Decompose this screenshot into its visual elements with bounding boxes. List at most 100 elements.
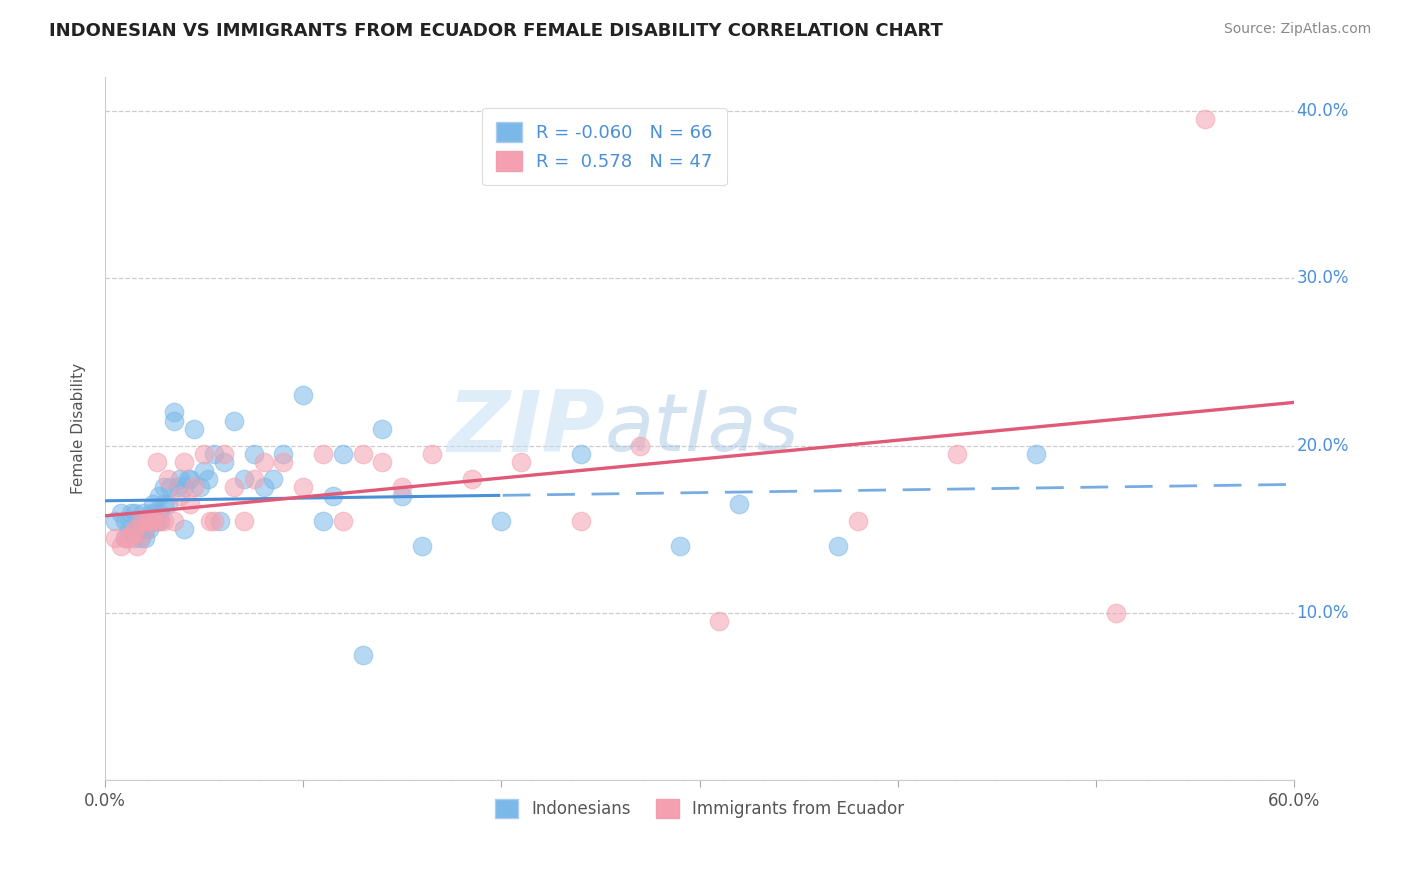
- Point: [628, 439, 651, 453]
- Point: [188, 480, 211, 494]
- Point: [153, 480, 176, 494]
- Point: [273, 447, 295, 461]
- Point: [709, 615, 731, 629]
- Point: [138, 514, 160, 528]
- Point: [169, 472, 191, 486]
- Point: [946, 447, 969, 461]
- Point: [411, 539, 433, 553]
- Point: [242, 447, 264, 461]
- Point: [131, 506, 153, 520]
- Point: [312, 447, 335, 461]
- Point: [1025, 447, 1047, 461]
- Point: [163, 514, 186, 528]
- Point: [143, 514, 166, 528]
- Point: [183, 480, 205, 494]
- Point: [252, 480, 274, 494]
- Point: [124, 522, 146, 536]
- Point: [163, 413, 186, 427]
- Point: [148, 506, 170, 520]
- Point: [197, 472, 219, 486]
- Point: [139, 514, 162, 528]
- Point: [173, 480, 195, 494]
- Point: [232, 514, 254, 528]
- Text: 30.0%: 30.0%: [1296, 269, 1348, 287]
- Text: ZIP: ZIP: [447, 387, 605, 470]
- Point: [153, 514, 176, 528]
- Point: [145, 514, 167, 528]
- Point: [198, 514, 221, 528]
- Point: [491, 514, 513, 528]
- Point: [121, 522, 143, 536]
- Point: [110, 539, 132, 553]
- Point: [110, 506, 132, 520]
- Point: [139, 506, 162, 520]
- Point: [129, 514, 152, 528]
- Point: [232, 472, 254, 486]
- Point: [129, 514, 152, 528]
- Point: [138, 522, 160, 536]
- Point: [332, 514, 354, 528]
- Point: [145, 455, 167, 469]
- Legend: Indonesians, Immigrants from Ecuador: Indonesians, Immigrants from Ecuador: [488, 793, 911, 825]
- Point: [149, 514, 172, 528]
- Point: [1105, 606, 1128, 620]
- Point: [728, 497, 751, 511]
- Point: [124, 531, 146, 545]
- Point: [668, 539, 690, 553]
- Point: [202, 514, 225, 528]
- Point: [173, 522, 195, 536]
- Point: [143, 506, 166, 520]
- Point: [148, 489, 170, 503]
- Point: [134, 514, 156, 528]
- Point: [118, 522, 141, 536]
- Point: [208, 514, 231, 528]
- Point: [332, 447, 354, 461]
- Point: [420, 447, 443, 461]
- Point: [222, 413, 245, 427]
- Point: [371, 422, 394, 436]
- Text: Source: ZipAtlas.com: Source: ZipAtlas.com: [1223, 22, 1371, 37]
- Text: 10.0%: 10.0%: [1296, 604, 1348, 622]
- Point: [322, 489, 344, 503]
- Point: [352, 648, 374, 662]
- Point: [138, 514, 160, 528]
- Point: [125, 522, 148, 536]
- Point: [1194, 112, 1216, 127]
- Text: atlas: atlas: [605, 390, 799, 468]
- Point: [242, 472, 264, 486]
- Point: [292, 388, 315, 402]
- Point: [252, 455, 274, 469]
- Point: [846, 514, 869, 528]
- Point: [131, 525, 153, 540]
- Point: [510, 455, 533, 469]
- Text: 20.0%: 20.0%: [1296, 436, 1348, 455]
- Point: [134, 522, 156, 536]
- Text: INDONESIAN VS IMMIGRANTS FROM ECUADOR FEMALE DISABILITY CORRELATION CHART: INDONESIAN VS IMMIGRANTS FROM ECUADOR FE…: [49, 22, 943, 40]
- Point: [157, 497, 180, 511]
- Point: [352, 447, 374, 461]
- Point: [371, 455, 394, 469]
- Point: [128, 514, 150, 528]
- Point: [157, 472, 180, 486]
- Point: [569, 447, 592, 461]
- Point: [129, 531, 152, 545]
- Point: [153, 497, 176, 511]
- Point: [134, 514, 156, 528]
- Point: [460, 472, 482, 486]
- Point: [183, 422, 205, 436]
- Point: [193, 447, 215, 461]
- Point: [391, 489, 413, 503]
- Point: [104, 514, 127, 528]
- Point: [114, 514, 136, 528]
- Point: [292, 480, 315, 494]
- Point: [312, 514, 335, 528]
- Point: [149, 514, 172, 528]
- Point: [569, 514, 592, 528]
- Point: [202, 447, 225, 461]
- Point: [134, 531, 156, 545]
- Point: [177, 472, 200, 486]
- Point: [827, 539, 849, 553]
- Point: [159, 480, 181, 494]
- Y-axis label: Female Disability: Female Disability: [72, 363, 86, 494]
- Point: [104, 531, 127, 545]
